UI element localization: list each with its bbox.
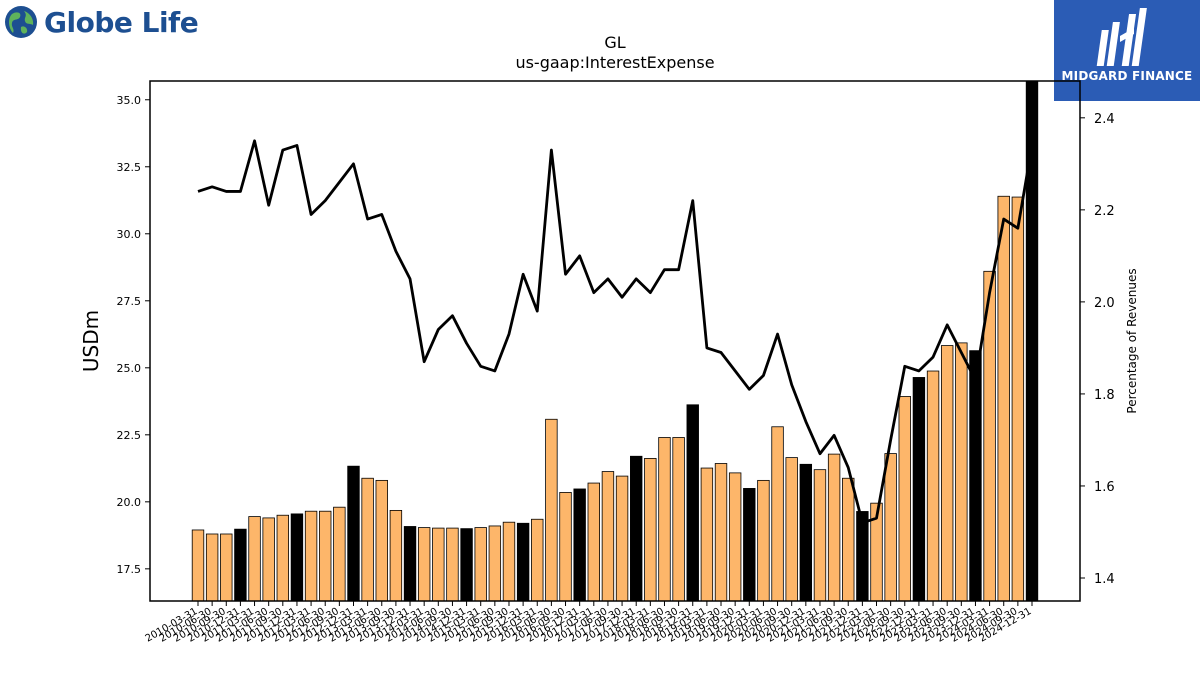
bar-2018-06-30 bbox=[658, 437, 671, 601]
bar-2010-06-30 bbox=[205, 533, 219, 601]
globe-life-logo: Globe Life bbox=[4, 3, 199, 41]
y2-tick-label-1.4: 1.4 bbox=[1094, 572, 1115, 587]
bar-series bbox=[191, 81, 1039, 601]
bar-2011-12-31 bbox=[290, 513, 304, 601]
plot-frame bbox=[149, 80, 1081, 602]
bar-2021-03-31 bbox=[813, 469, 827, 601]
bar-2019-09-30 bbox=[728, 472, 742, 601]
y-tick-label-20.0: 20.0 bbox=[117, 496, 142, 509]
y2-tick-label-2.2: 2.2 bbox=[1094, 204, 1115, 219]
bar-2011-03-31 bbox=[248, 516, 261, 601]
bar-2016-03-31 bbox=[531, 518, 544, 601]
bar-2014-12-31 bbox=[460, 528, 473, 601]
midgard-emblem-icon bbox=[1096, 8, 1147, 66]
bar-2016-12-31 bbox=[573, 488, 586, 601]
bar-2016-06-30 bbox=[545, 418, 558, 601]
midgard-finance-logo: MIDGARD FINANCE bbox=[1054, 0, 1200, 101]
bar-2012-12-31 bbox=[347, 465, 360, 601]
bar-2019-12-31 bbox=[743, 488, 756, 601]
bar-2017-06-30 bbox=[601, 471, 615, 601]
bar-2014-09-30 bbox=[446, 527, 459, 601]
y-tick-label-17.5: 17.5 bbox=[117, 563, 142, 576]
bar-2023-12-31 bbox=[969, 350, 982, 601]
bar-2012-03-31 bbox=[304, 510, 318, 601]
chart-title: GL bbox=[604, 33, 625, 52]
bar-2023-03-31 bbox=[926, 370, 940, 601]
bar-2013-09-30 bbox=[389, 509, 403, 601]
line-path bbox=[197, 139, 1034, 525]
bar-2014-03-31 bbox=[417, 527, 431, 601]
bar-2010-09-30 bbox=[220, 533, 233, 601]
bar-2020-03-31 bbox=[757, 479, 770, 601]
bar-2021-06-30 bbox=[827, 453, 841, 601]
bar-2021-09-30 bbox=[842, 477, 855, 601]
y-axis-label: USDm bbox=[79, 310, 103, 372]
bar-2020-09-30 bbox=[785, 457, 798, 601]
bar-2024-12-31 bbox=[1025, 81, 1039, 601]
bar-2011-06-30 bbox=[262, 517, 275, 601]
line-series bbox=[197, 139, 1034, 525]
y-tick-label-22.5: 22.5 bbox=[117, 429, 142, 442]
y-tick-label-32.5: 32.5 bbox=[117, 161, 142, 174]
bar-2024-09-30 bbox=[1011, 196, 1025, 601]
bar-2017-09-30 bbox=[615, 475, 629, 601]
left-axis: 17.5 20.0 22.5 25.0 27.5 30.0 32.5 35.0 bbox=[117, 94, 150, 576]
globe-icon bbox=[5, 6, 37, 38]
y-tick-label-30.0: 30.0 bbox=[117, 228, 142, 241]
y2-axis-label: Percentage of Revenues bbox=[1125, 268, 1139, 413]
bar-2022-03-31 bbox=[870, 502, 883, 601]
bar-2015-06-30 bbox=[488, 525, 502, 601]
bar-2013-12-31 bbox=[403, 526, 417, 601]
bar-2015-12-31 bbox=[516, 522, 530, 601]
bar-2018-03-31 bbox=[644, 457, 657, 601]
chart-subtitle: us-gaap:InterestExpense bbox=[515, 53, 714, 72]
bar-2020-06-30 bbox=[771, 426, 784, 601]
right-axis: 1.4 1.6 1.8 2.0 2.2 2.4 bbox=[1080, 112, 1115, 587]
globe-life-logo-text: Globe Life bbox=[44, 5, 199, 39]
y2-tick-label-1.8: 1.8 bbox=[1094, 388, 1115, 403]
bar-2019-03-31 bbox=[700, 467, 714, 601]
bar-2019-06-30 bbox=[714, 463, 728, 601]
bar-2013-06-30 bbox=[375, 479, 388, 601]
bar-2022-09-30 bbox=[898, 396, 911, 601]
midgard-finance-logo-text: MIDGARD FINANCE bbox=[1061, 69, 1193, 83]
bar-2010-03-31 bbox=[191, 529, 205, 601]
y2-tick-label-2.0: 2.0 bbox=[1094, 296, 1115, 311]
bar-2023-06-30 bbox=[940, 345, 954, 601]
x-axis: 2010-03-312010-06-302010-09-302010-12-31… bbox=[144, 601, 1034, 645]
bar-2016-09-30 bbox=[559, 492, 572, 601]
bar-2020-12-31 bbox=[799, 463, 813, 601]
bar-2013-03-31 bbox=[361, 477, 374, 601]
y-tick-label-35.0: 35.0 bbox=[117, 94, 142, 107]
bar-2022-06-30 bbox=[884, 453, 897, 601]
bar-2022-12-31 bbox=[912, 377, 926, 601]
bar-2024-03-31 bbox=[983, 270, 996, 601]
bar-2012-09-30 bbox=[333, 506, 346, 601]
y-tick-label-25.0: 25.0 bbox=[117, 362, 142, 375]
bar-2010-12-31 bbox=[234, 528, 247, 601]
bar-2024-06-30 bbox=[997, 195, 1010, 601]
bar-2018-09-30 bbox=[672, 437, 685, 601]
bar-2015-03-31 bbox=[474, 527, 487, 601]
y2-tick-label-2.4: 2.4 bbox=[1094, 112, 1115, 127]
bar-2021-12-31 bbox=[856, 511, 869, 601]
y-tick-label-27.5: 27.5 bbox=[117, 295, 142, 308]
y2-tick-label-1.6: 1.6 bbox=[1094, 480, 1115, 495]
bar-2018-12-31 bbox=[686, 404, 699, 601]
bar-2015-09-30 bbox=[502, 521, 516, 601]
bar-2017-12-31 bbox=[630, 455, 643, 601]
bar-2014-06-30 bbox=[432, 527, 445, 601]
bar-2011-09-30 bbox=[276, 514, 290, 601]
bar-2017-03-31 bbox=[587, 482, 600, 601]
bar-2023-09-30 bbox=[955, 342, 968, 601]
bar-2012-06-30 bbox=[319, 510, 332, 601]
